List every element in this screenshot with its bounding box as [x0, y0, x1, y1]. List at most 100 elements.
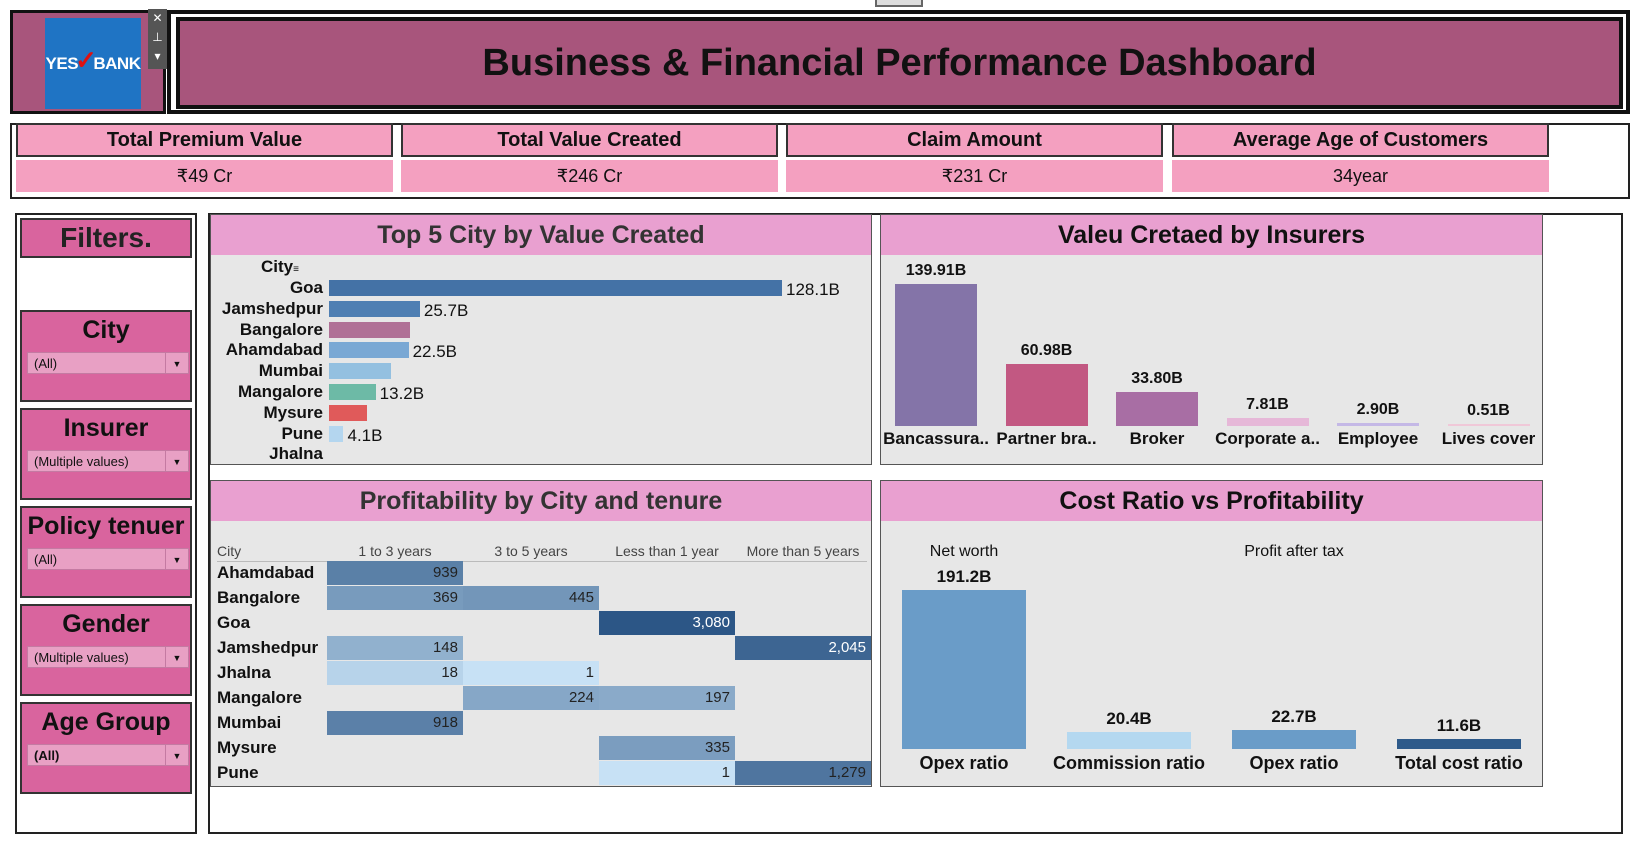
- top-drag-handle[interactable]: [875, 0, 923, 7]
- heat-cell: 1: [463, 661, 599, 685]
- insurer-dropdown[interactable]: (Multiple values) ▼: [27, 450, 189, 472]
- data-label: 22.7B: [1271, 707, 1317, 727]
- chevron-down-icon[interactable]: ▼: [165, 549, 188, 569]
- filter-insurer: Insurer (Multiple values) ▼: [20, 408, 192, 500]
- more-options-icon[interactable]: ▾: [154, 49, 161, 63]
- heat-cell: 1: [599, 761, 735, 785]
- category-label: Employee: [1337, 429, 1419, 448]
- kpi-value: 34year: [1172, 160, 1549, 192]
- kpi-card-claim: Claim Amount ₹231 Cr: [786, 123, 1163, 192]
- filter-age-group: Age Group (All) ▼: [20, 702, 192, 794]
- filter-city: City (All) ▼: [20, 310, 192, 402]
- yes-bank-logo: YES ✓ BANK: [45, 18, 141, 109]
- axis-header-text: City: [261, 257, 294, 276]
- column-header: Less than 1 year: [615, 543, 719, 559]
- category-label: Goa: [289, 278, 323, 297]
- dropdown-value: (All): [34, 748, 60, 763]
- column-header: 3 to 5 years: [494, 543, 568, 559]
- heat-cell: 1,279: [735, 761, 871, 785]
- kpi-card-avg-age: Average Age of Customers 34year: [1172, 123, 1549, 192]
- chart-title: Top 5 City by Value Created: [211, 215, 871, 255]
- dropdown-value: (Multiple values): [34, 650, 129, 665]
- heat-cell: 939: [327, 561, 463, 585]
- policy-tenure-dropdown[interactable]: (All) ▼: [27, 548, 189, 570]
- filter-label: Insurer: [63, 414, 149, 442]
- bar: [1232, 730, 1356, 749]
- bar: [1116, 391, 1198, 426]
- group-header: Net worth: [929, 543, 999, 560]
- panel-cost-ratio: Cost Ratio vs Profitability Net worth Pro…: [880, 480, 1543, 787]
- bar: [329, 321, 410, 338]
- category-label: Partner bra..: [996, 429, 1097, 448]
- bar: [1005, 364, 1088, 426]
- data-label: 11.6B: [1436, 716, 1482, 736]
- panel-profitability: Profitability by City and tenure City 1 t…: [210, 480, 872, 787]
- chevron-down-icon[interactable]: ▼: [165, 451, 188, 471]
- logo-text-right: BANK: [93, 53, 141, 73]
- kpi-title: Total Value Created: [401, 123, 778, 157]
- kpi-value: ₹49 Cr: [16, 160, 393, 192]
- heat-cell: 197: [599, 686, 735, 710]
- bar: [895, 284, 977, 426]
- axis-header: City≡: [261, 257, 299, 277]
- category-label: Bangalore: [239, 319, 323, 339]
- category-label: Opex ratio: [919, 753, 1009, 773]
- filter-policy-tenure: Policy tenuer (All) ▼: [20, 506, 192, 598]
- dropdown-value: (All): [34, 356, 58, 371]
- category-label: Jamshedpur: [221, 298, 323, 318]
- bar: [329, 300, 420, 317]
- category-label: Mysure: [263, 402, 323, 422]
- heat-cell: 224: [463, 686, 599, 710]
- profitability-table: City 1 to 3 years 3 to 5 years Less than 1 …: [211, 521, 873, 787]
- logo-tick-icon: ✓: [75, 45, 97, 75]
- data-label: 60.98B: [1020, 342, 1073, 360]
- row-label: Mysure: [217, 738, 277, 757]
- kpi-value: ₹231 Cr: [786, 160, 1163, 192]
- panel-top-city: Top 5 City by Value Created City≡ Goa 128…: [210, 214, 872, 465]
- bar: [902, 590, 1026, 749]
- bar: [1397, 739, 1521, 749]
- header-divider: [217, 561, 867, 562]
- heat-cell: 445: [463, 586, 599, 610]
- age-group-dropdown[interactable]: (All) ▼: [27, 744, 189, 766]
- pin-icon[interactable]: ⊥: [152, 30, 163, 44]
- filter-label: Gender: [62, 610, 150, 638]
- category-label: Ahamdabad: [225, 340, 323, 360]
- data-label: 191.2B: [936, 567, 992, 586]
- city-dropdown[interactable]: (All) ▼: [27, 352, 189, 374]
- data-label: 13.2B: [379, 384, 425, 403]
- filters-title: Filters.: [20, 218, 192, 258]
- kpi-card-value-created: Total Value Created ₹246 Cr: [401, 123, 778, 192]
- chart-title: Cost Ratio vs Profitability: [881, 481, 1542, 521]
- filters-frame: [15, 213, 197, 834]
- row-label: Jamshedpur: [217, 638, 319, 657]
- column-header: 1 to 3 years: [358, 543, 432, 559]
- title-banner: Business & Financial Performance Dashboa…: [176, 17, 1623, 109]
- category-label: Lives cover: [1441, 429, 1536, 448]
- dropdown-value: (Multiple values): [34, 454, 129, 469]
- heat-cell: 148: [327, 636, 463, 660]
- row-label: Mangalore: [217, 688, 303, 707]
- close-icon[interactable]: ✕: [152, 11, 163, 25]
- category-label: Mangalore: [237, 382, 323, 401]
- kpi-value: ₹246 Cr: [401, 160, 778, 192]
- bar: [1337, 423, 1419, 426]
- chevron-down-icon[interactable]: ▼: [165, 745, 188, 765]
- insurer-bar-chart: 139.91B Bancassura.. 60.98B Partner bra.. 33…: [881, 255, 1544, 465]
- gender-dropdown[interactable]: (Multiple values) ▼: [27, 646, 189, 668]
- sort-icon[interactable]: ≡: [293, 264, 299, 275]
- row-label: Bangalore: [217, 588, 301, 607]
- kpi-card-premium: Total Premium Value ₹49 Cr: [16, 123, 393, 192]
- panel-insurers: Valeu Cretaed by Insurers 139.91B Bancass…: [880, 214, 1543, 465]
- kpi-title: Claim Amount: [786, 123, 1163, 157]
- bar: [329, 404, 368, 421]
- bar: [329, 384, 376, 400]
- category-label: Jhalna: [269, 444, 323, 464]
- row-label: Mumbai: [217, 713, 282, 732]
- chevron-down-icon[interactable]: ▼: [165, 647, 188, 667]
- object-controls[interactable]: ✕ ⊥ ▾: [148, 9, 167, 69]
- category-label: Total cost ratio: [1395, 753, 1523, 773]
- chevron-down-icon[interactable]: ▼: [165, 353, 188, 373]
- data-label: 33.80B: [1131, 369, 1183, 387]
- kpi-title: Average Age of Customers: [1172, 123, 1549, 157]
